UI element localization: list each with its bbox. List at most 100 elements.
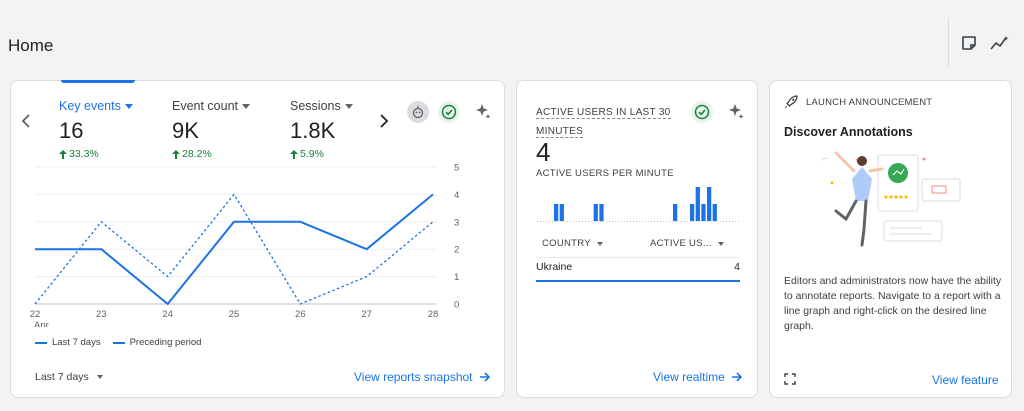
y-tick-label: 5 (454, 163, 459, 174)
announcement-body: Editors and administrators now have the … (784, 275, 1002, 332)
caret-down-icon (124, 103, 133, 109)
rocket-icon (785, 95, 798, 108)
x-tick-label: 28 (428, 309, 439, 320)
arrow-up-icon (290, 149, 298, 159)
minute-bar (559, 204, 564, 221)
arrow-right-icon (479, 372, 490, 382)
arrow-right-icon (731, 372, 742, 382)
column-label: ACTIVE US... (650, 238, 712, 249)
table-divider (536, 257, 740, 258)
reports-snapshot-card: Key events 16 33.3% Event count 9K 28.2%… (10, 80, 505, 398)
legend-label: Last 7 days (52, 337, 101, 348)
caret-down-icon (242, 103, 251, 109)
column-label: COUNTRY (542, 238, 591, 249)
note-icon[interactable] (958, 32, 980, 54)
caret-down-icon (96, 375, 103, 379)
metric-change: 33.3% (69, 148, 99, 160)
arrow-up-icon (172, 149, 180, 159)
announcement-kicker: LAUNCH ANNOUNCEMENT (784, 95, 932, 109)
minute-bar (695, 187, 700, 221)
minute-bar (690, 204, 695, 221)
sparkle-icon[interactable] (472, 101, 494, 123)
caret-down-icon (596, 241, 603, 246)
y-tick-label: 3 (454, 217, 459, 228)
view-feature-link[interactable]: View feature (932, 373, 999, 387)
x-tick-label: 23 (96, 309, 107, 320)
link-label: View feature (932, 373, 999, 387)
row-share-bar (536, 280, 740, 282)
realtime-card: ACTIVE USERS IN LAST 30 MINUTES 4 ACTIVE… (516, 80, 758, 398)
x-tick-label: 25 (229, 309, 240, 320)
metric-value: 9K (172, 118, 199, 143)
realtime-title-text: ACTIVE USERS IN LAST 30 MINUTES (536, 107, 671, 138)
table-row: Ukraine 4 (536, 261, 740, 273)
insights-icon[interactable] (989, 32, 1011, 54)
minute-bar (673, 204, 678, 221)
active-users-column-header[interactable]: ACTIVE US... (650, 238, 724, 249)
metric-label: Key events (59, 99, 121, 113)
minute-bar (701, 204, 706, 221)
country-cell: Ukraine (536, 261, 573, 273)
active-tab-indicator (61, 80, 135, 83)
active-users-value: 4 (536, 137, 551, 167)
legend-swatch-dashed (112, 341, 125, 344)
date-range-select[interactable]: Last 7 days (35, 371, 103, 383)
metric-value: 16 (59, 118, 84, 143)
country-column-header[interactable]: COUNTRY (542, 238, 603, 249)
x-tick-label: 22 (30, 309, 41, 320)
y-tick-label: 2 (454, 245, 459, 256)
legend-item-current: Last 7 days (35, 337, 101, 348)
metric-label: Sessions (290, 99, 341, 113)
announcement-title: Discover Annotations (784, 125, 913, 139)
x-tick-label: 27 (361, 309, 372, 320)
chevron-left-icon[interactable] (19, 111, 33, 131)
page-title: Home (8, 36, 54, 55)
series-line-last-7-days (35, 193, 434, 305)
series-line-preceding-period (34, 193, 434, 305)
y-tick-label: 0 (454, 300, 459, 311)
metric-value: 1.8K (290, 118, 336, 143)
insights-bot-icon[interactable] (407, 101, 429, 123)
minute-bar (554, 204, 559, 221)
minute-bar (707, 187, 712, 221)
minute-bar (712, 204, 717, 221)
metric-tab-sessions[interactable]: Sessions 1.8K 5.9% (290, 99, 353, 160)
kicker-text: LAUNCH ANNOUNCEMENT (806, 96, 933, 108)
legend-label: Preceding period (129, 337, 202, 348)
link-label: View reports snapshot (354, 370, 473, 384)
chevron-right-icon[interactable] (377, 111, 391, 131)
y-tick-label: 4 (454, 190, 459, 201)
metric-change: 5.9% (300, 148, 324, 160)
arrow-up-icon (59, 149, 67, 159)
realtime-title: ACTIVE USERS IN LAST 30 MINUTES (536, 103, 686, 141)
chart-legend: Last 7 days Preceding period (35, 337, 201, 348)
x-tick-label: 24 (162, 309, 173, 320)
minute-bar (593, 204, 598, 221)
date-range-label: Last 7 days (35, 371, 89, 383)
x-axis-month-label: Apr (34, 320, 49, 327)
metric-change: 28.2% (182, 148, 212, 160)
users-cell: 4 (734, 261, 740, 273)
minute-bar (599, 204, 604, 221)
caret-down-icon (717, 241, 724, 246)
metric-tab-event-count[interactable]: Event count 9K 28.2% (172, 99, 251, 160)
annotations-illustration (822, 151, 961, 247)
view-realtime-link[interactable]: View realtime (653, 370, 743, 384)
launch-announcement-card: LAUNCH ANNOUNCEMENT Discover Annotations… (769, 80, 1012, 398)
check-circle-icon[interactable] (438, 101, 460, 123)
x-tick-label: 26 (295, 309, 306, 320)
view-reports-snapshot-link[interactable]: View reports snapshot (354, 370, 491, 384)
check-circle-icon[interactable] (691, 101, 713, 123)
y-tick-label: 1 (454, 272, 459, 283)
active-users-per-minute-chart (537, 187, 741, 222)
header-divider (948, 18, 949, 68)
sparkle-icon[interactable] (725, 101, 747, 123)
active-users-per-minute-label: ACTIVE USERS PER MINUTE (536, 168, 674, 179)
link-label: View realtime (653, 370, 725, 384)
expand-icon[interactable] (784, 373, 796, 385)
caret-down-icon (344, 103, 353, 109)
legend-swatch-solid (35, 341, 47, 344)
metric-tab-key-events[interactable]: Key events 16 33.3% (59, 99, 133, 160)
legend-item-previous: Preceding period (112, 337, 202, 348)
